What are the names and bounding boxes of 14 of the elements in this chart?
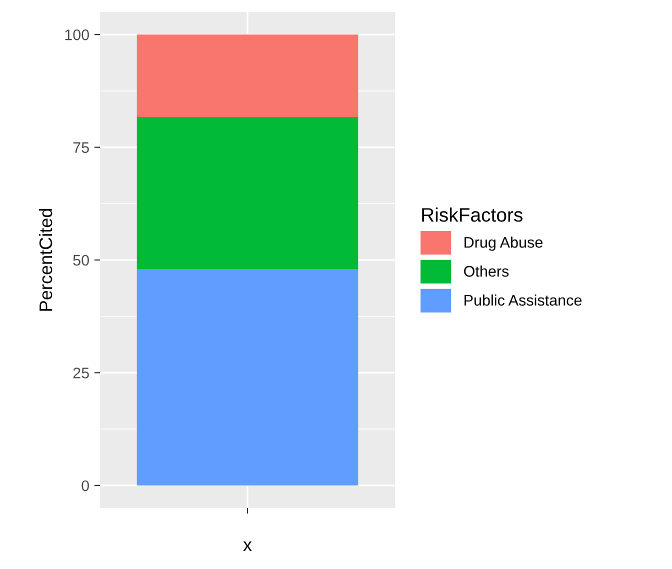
bar: [136, 117, 358, 270]
y-tick-label: 75: [73, 142, 89, 153]
y-tick-label: 50: [73, 254, 89, 266]
y-tick-label: 0: [82, 480, 89, 492]
legend-title: RiskFactors: [422, 208, 522, 222]
legend-label: Drug Abuse: [464, 236, 542, 251]
legend-label: Public Assistance: [464, 294, 582, 306]
x-axis-title: x: [243, 541, 252, 551]
legend-label: Others: [464, 266, 509, 277]
y-axis-title: PercentCited: [38, 208, 52, 311]
y-tick-label: 100: [65, 29, 89, 40]
bar: [136, 269, 358, 486]
y-tick-label: 25: [73, 368, 89, 378]
bar: [136, 34, 358, 118]
